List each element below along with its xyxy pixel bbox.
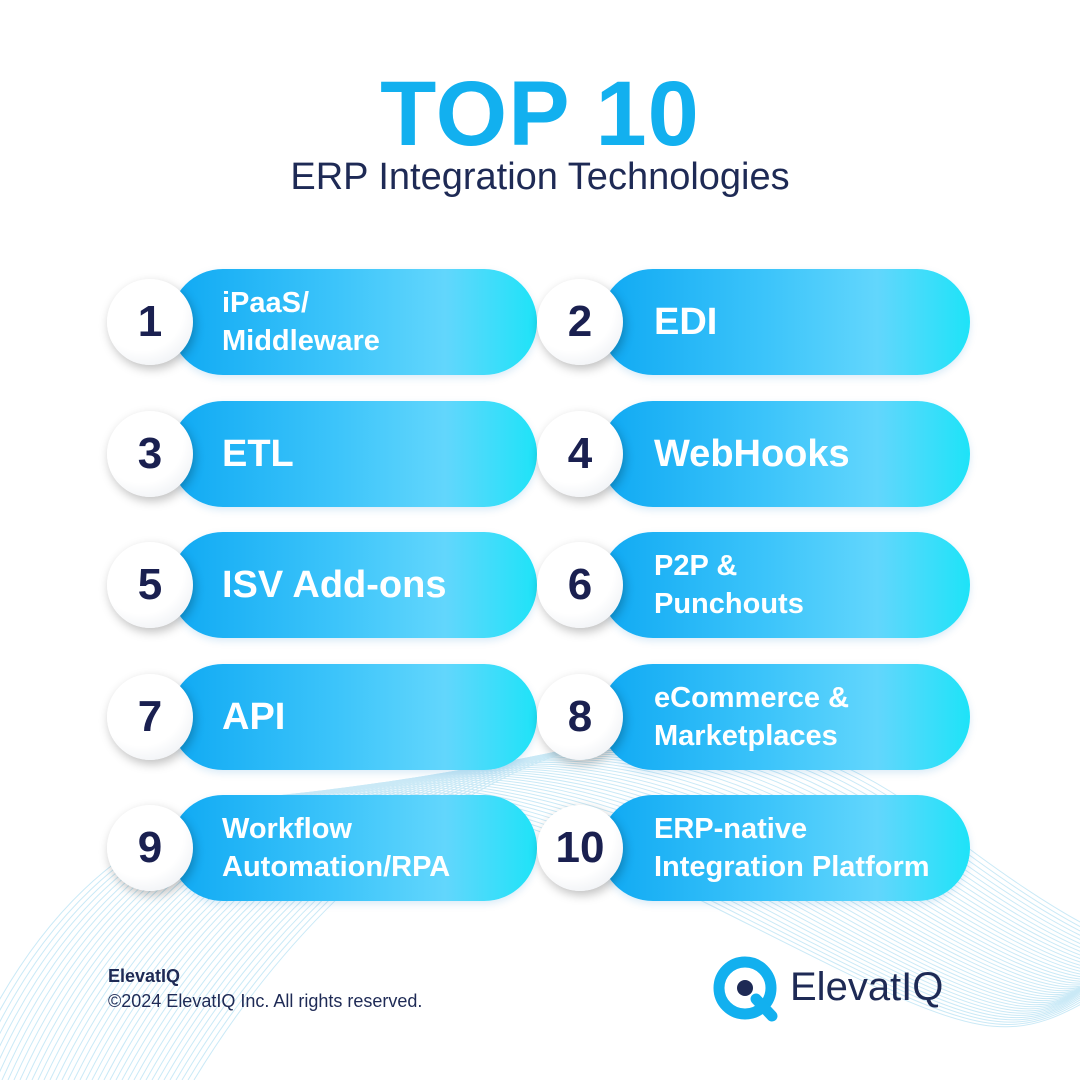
item-pill xyxy=(600,269,970,375)
label-line: ERP-native xyxy=(654,813,808,845)
item-label: P2P & Punchouts xyxy=(654,532,804,638)
item-label: iPaaS/Middleware xyxy=(222,269,380,375)
item-label: WebHooks xyxy=(654,401,850,507)
label-line: iPaaS/ xyxy=(222,287,310,319)
item-pill xyxy=(170,532,537,638)
item-label: Workflow Automation/RPA xyxy=(222,795,450,901)
wave-line xyxy=(163,740,1080,1080)
item-pill xyxy=(600,532,970,638)
item-pill xyxy=(170,663,537,770)
label-line: eCommerce & xyxy=(654,681,850,714)
item-label: ISV Add-ons xyxy=(222,532,446,638)
item-pill xyxy=(600,795,970,901)
item-pill xyxy=(600,400,970,507)
label-line: EDI xyxy=(654,301,718,343)
footer-company: ElevatIQ xyxy=(108,966,181,986)
label-line: P2P & xyxy=(654,550,738,582)
item-number: 2 xyxy=(537,279,623,365)
label-line: API xyxy=(222,695,286,738)
wave-line xyxy=(181,735,1080,1080)
item-pill xyxy=(170,269,537,375)
item-label: EDI xyxy=(654,269,717,375)
logo-text: ElevatIQ xyxy=(790,965,944,1009)
label-line: Integration Platform xyxy=(654,851,930,883)
label-line: ETL xyxy=(222,432,294,475)
item-pill xyxy=(600,663,970,770)
label-line: Workflow xyxy=(222,813,352,845)
item-number: 8 xyxy=(537,673,623,760)
item-label: ETL xyxy=(222,401,294,507)
item-pill xyxy=(170,795,537,901)
label-line: Punchouts xyxy=(654,588,804,620)
item-number: 1 xyxy=(107,279,193,365)
label-line: Middleware xyxy=(222,325,380,357)
footer-copyright: ©2024 ElevatIQ Inc. All rights reserved. xyxy=(108,991,423,1011)
item-number: 3 xyxy=(107,410,193,497)
item-label: API xyxy=(222,664,285,770)
item-number: 9 xyxy=(107,805,193,891)
logo-icon xyxy=(713,956,778,1022)
item-pill xyxy=(170,400,537,507)
item-label: ERP-native Integration Platform xyxy=(654,795,930,901)
wave-line xyxy=(193,731,1080,1080)
title: TOP 10 xyxy=(380,63,700,165)
item-number: 6 xyxy=(537,542,623,628)
item-number: 7 xyxy=(107,673,193,760)
label-line: ISV Add-ons xyxy=(222,564,447,606)
subtitle: ERP Integration Technologies xyxy=(290,156,790,198)
item-number: 5 xyxy=(107,542,193,628)
label-line: Automation/RPA xyxy=(222,851,451,883)
item-label: eCommerce & Marketplaces xyxy=(654,664,849,770)
label-line: WebHooks xyxy=(654,432,850,475)
item-number: 10 xyxy=(537,805,623,891)
label-line: Marketplaces xyxy=(654,719,838,752)
item-number: 4 xyxy=(537,410,623,497)
